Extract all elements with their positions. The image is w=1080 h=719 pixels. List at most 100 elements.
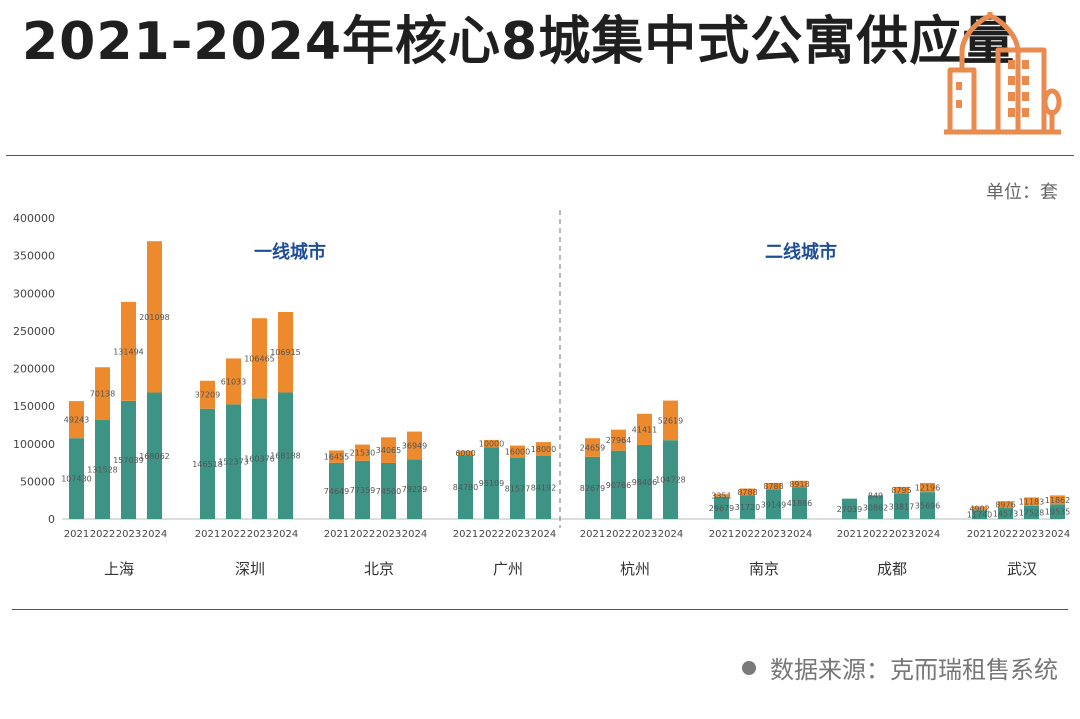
- bar-increment: [69, 401, 84, 439]
- data-label-base: 31720: [735, 503, 760, 512]
- year-tick-label: 2022: [479, 529, 504, 540]
- year-tick-label: 2024: [915, 529, 940, 540]
- data-label-base: 84192: [531, 483, 556, 492]
- year-tick-label: 2023: [889, 529, 914, 540]
- bar-increment: [381, 437, 396, 463]
- bar-base: [484, 447, 499, 519]
- bar-base: [920, 492, 935, 519]
- bullet-dot-icon: [742, 660, 756, 675]
- bar-base: [69, 438, 84, 519]
- year-tick-label: 2022: [606, 529, 631, 540]
- y-tick-label: 100000: [13, 438, 55, 451]
- bar-base: [868, 495, 883, 519]
- year-tick-label: 2022: [993, 529, 1018, 540]
- unit-label: 单位：套: [986, 182, 1058, 203]
- bar-increment: [407, 431, 422, 460]
- data-label-increment: 4902: [969, 504, 989, 513]
- y-tick-label: 300000: [13, 287, 55, 300]
- bar-increment: [355, 444, 370, 461]
- bar-base: [894, 493, 909, 519]
- bar-increment: [585, 438, 600, 457]
- city-label: 北京: [364, 560, 394, 578]
- year-tick-label: 2021: [64, 529, 89, 540]
- bar-base: [740, 495, 755, 519]
- data-label-base: 146518: [192, 460, 223, 469]
- bar-increment: [714, 494, 729, 497]
- year-tick-label: 2021: [453, 529, 478, 540]
- year-tick-label: 2021: [324, 529, 349, 540]
- data-label-base: 81577: [505, 484, 530, 493]
- bar-increment: [920, 482, 935, 493]
- data-label-base: 74500: [376, 487, 401, 496]
- data-label-increment: 201098: [139, 313, 170, 322]
- data-label-increment: 27964: [606, 436, 631, 445]
- bar-base: [381, 462, 396, 519]
- data-label-increment: 21530: [350, 449, 375, 458]
- bar-increment: [972, 506, 987, 511]
- year-tick-label: 2024: [1045, 529, 1070, 540]
- data-label-increment: 11862: [1045, 496, 1070, 505]
- year-tick-label: 2021: [709, 529, 734, 540]
- source-text: 数据来源：克而瑞租售系统: [770, 656, 1058, 684]
- data-label-base: 39149: [761, 500, 786, 509]
- data-label-base: 98406: [632, 478, 657, 487]
- bar-base: [95, 420, 110, 519]
- bar-increment: [637, 413, 652, 445]
- year-tick-label: 2021: [837, 529, 862, 540]
- bar-base: [252, 398, 267, 519]
- year-tick-label: 2023: [632, 529, 657, 540]
- bar-base: [355, 460, 370, 519]
- bar-increment: [998, 501, 1013, 509]
- year-tick-label: 2022: [350, 529, 375, 540]
- year-tick-label: 2022: [863, 529, 888, 540]
- bar-base: [766, 489, 781, 519]
- year-tick-label: 2021: [967, 529, 992, 540]
- data-label-base: 19535: [1045, 508, 1070, 517]
- year-tick-label: 2024: [658, 529, 683, 540]
- year-tick-label: 2023: [376, 529, 401, 540]
- data-label-increment: 8788: [737, 488, 757, 497]
- data-label-increment: 8795: [891, 486, 911, 495]
- data-label-increment: 24659: [580, 444, 605, 453]
- footer-divider: [12, 609, 1068, 610]
- data-label-base: 30862: [863, 503, 888, 512]
- bar-increment: [868, 495, 883, 496]
- bar-increment: [200, 380, 215, 409]
- data-label-base: 104728: [655, 476, 686, 485]
- data-label-increment: 41411: [632, 425, 657, 434]
- y-tick-label: 50000: [20, 475, 55, 488]
- bar-base: [637, 444, 652, 519]
- bar-base: [1050, 504, 1065, 519]
- bar-increment: [121, 301, 136, 401]
- bar-increment: [510, 445, 525, 458]
- data-label-increment: 849: [868, 491, 883, 500]
- data-label-base: 168062: [139, 452, 170, 461]
- bar-base: [200, 408, 215, 519]
- data-label-base: 27039: [837, 505, 862, 514]
- data-label-increment: 10000: [479, 440, 504, 449]
- data-label-base: 79229: [402, 485, 427, 494]
- data-label-increment: 70138: [90, 390, 115, 399]
- bar-increment: [329, 450, 344, 463]
- data-label-increment: 52619: [658, 416, 683, 425]
- bar-base: [329, 462, 344, 519]
- y-tick-label: 350000: [13, 250, 55, 263]
- bar-increment: [278, 311, 293, 393]
- year-tick-label: 2024: [273, 529, 298, 540]
- data-label-base: 74649: [324, 487, 349, 496]
- bar-base: [147, 392, 162, 519]
- bar-increment: [611, 429, 626, 451]
- data-label-increment: 37209: [195, 391, 220, 400]
- year-tick-label: 2023: [505, 529, 530, 540]
- bar-increment: [252, 318, 267, 399]
- data-label-increment: 8788: [763, 482, 783, 491]
- bar-increment: [484, 439, 499, 448]
- bar-increment: [95, 367, 110, 421]
- y-tick-label: 200000: [13, 363, 55, 376]
- year-tick-label: 2021: [195, 529, 220, 540]
- data-label-base: 82679: [580, 484, 605, 493]
- city-label: 武汉: [1007, 560, 1037, 578]
- year-tick-label: 2023: [116, 529, 141, 540]
- city-label: 杭州: [620, 560, 650, 578]
- year-tick-label: 2024: [787, 529, 812, 540]
